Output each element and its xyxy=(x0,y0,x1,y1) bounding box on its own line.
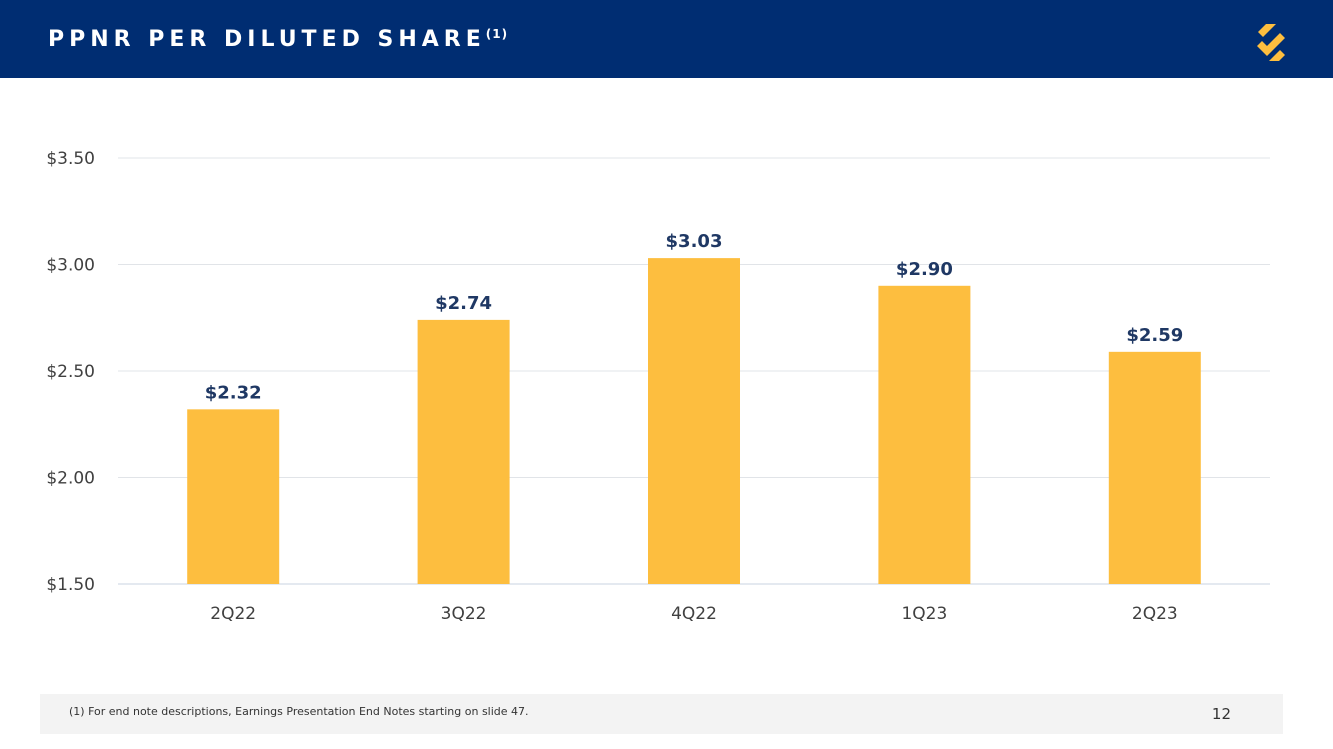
y-tick-label: $2.00 xyxy=(46,469,95,489)
bar-value-label: $2.32 xyxy=(205,382,262,403)
bar-4q22 xyxy=(648,258,740,584)
x-tick-label: 2Q23 xyxy=(1132,604,1178,624)
slide-header: PPNR PER DILUTED SHARE(1) xyxy=(0,0,1333,78)
footer-bar: (1) For end note descriptions, Earnings … xyxy=(40,694,1283,734)
bar-3q22 xyxy=(417,319,510,584)
bar-value-label: $3.03 xyxy=(666,231,723,252)
y-tick-label: $3.00 xyxy=(46,256,95,276)
x-tick-label: 2Q22 xyxy=(210,604,256,624)
page-number: 12 xyxy=(1211,705,1231,723)
y-tick-label: $2.50 xyxy=(46,362,95,382)
bar-value-label: $2.90 xyxy=(896,259,953,280)
footnote-text: (1) For end note descriptions, Earnings … xyxy=(69,705,529,718)
ppnr-bar-chart: $1.50 $2.00 $2.50 $3.00 $3.50 $2.32 $2.74 $3.0… xyxy=(46,149,1270,624)
bar-value-label: $2.74 xyxy=(435,293,492,314)
x-axis-category-labels: 2Q22 3Q22 4Q22 1Q23 2Q23 xyxy=(210,604,1177,624)
y-tick-label: $1.50 xyxy=(46,575,95,595)
bar-2q23 xyxy=(1108,351,1201,584)
y-tick-label: $3.50 xyxy=(46,149,95,169)
x-tick-label: 4Q22 xyxy=(671,604,717,624)
x-tick-label: 3Q22 xyxy=(441,604,487,624)
chart-bars xyxy=(187,258,1201,584)
x-tick-label: 1Q23 xyxy=(901,604,947,624)
bar-value-labels: $2.32 $2.74 $3.03 $2.90 $2.59 xyxy=(205,231,1184,403)
title-footnote-marker: (1) xyxy=(485,27,509,41)
bank-s-logo-icon xyxy=(1257,24,1285,61)
bar-2q22 xyxy=(187,409,280,584)
bar-1q23 xyxy=(878,285,971,584)
page-title: PPNR PER DILUTED SHARE(1) xyxy=(48,27,509,52)
y-axis-tick-labels: $1.50 $2.00 $2.50 $3.00 $3.50 xyxy=(46,149,95,595)
bar-value-label: $2.59 xyxy=(1126,325,1183,346)
